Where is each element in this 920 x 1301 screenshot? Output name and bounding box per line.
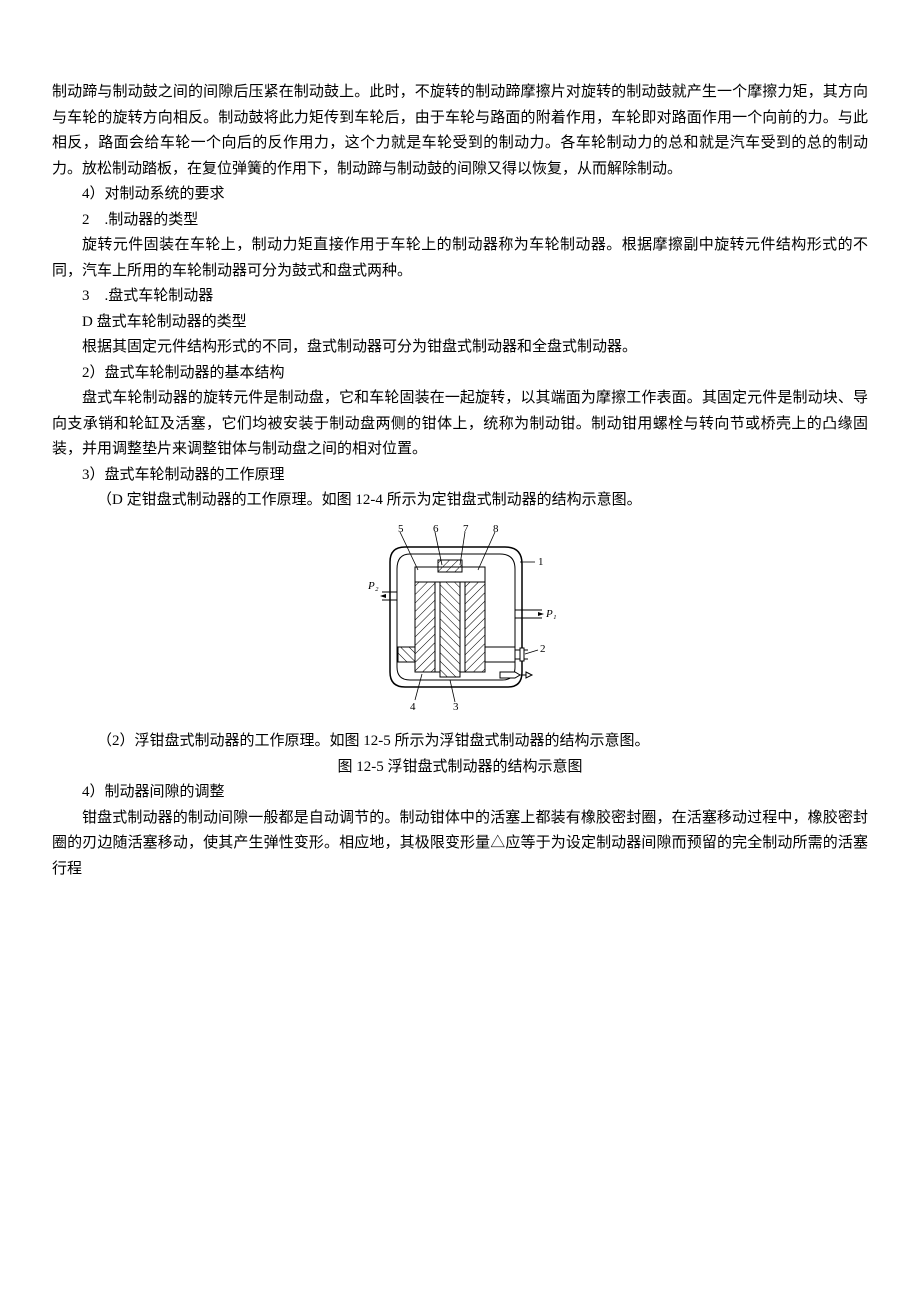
fig-label-p2: P₂ [367, 580, 379, 592]
figure-12-4-diagram: 5 6 7 8 1 2 3 4 P₂ P₁ [360, 522, 560, 712]
paragraph-6-floating-caliper: （2）浮钳盘式制动器的工作原理。如图 12-5 所示为浮钳盘式制动器的结构示意图… [52, 729, 868, 755]
figure-12-4-wrap: 5 6 7 8 1 2 3 4 P₂ P₁ [52, 522, 868, 722]
paragraph-7: 钳盘式制动器的制动间隙一般都是自动调节的。制动钳体中的活塞上都装有橡胶密封圈，在… [52, 806, 868, 883]
fig-label-8: 8 [493, 523, 499, 535]
fig-label-1: 1 [538, 556, 544, 568]
paragraph-1: 制动蹄与制动鼓之间的间隙后压紧在制动鼓上。此时，不旋转的制动蹄摩擦片对旋转的制动… [52, 80, 868, 182]
fig-label-6: 6 [433, 523, 439, 535]
fig-label-p1: P₁ [545, 608, 557, 620]
fig-label-3: 3 [453, 701, 459, 712]
fig-label-2: 2 [540, 643, 546, 655]
figure-12-5-caption: 图 12-5 浮钳盘式制动器的结构示意图 [52, 755, 868, 781]
fig-label-7: 7 [463, 523, 469, 535]
fig-label-5: 5 [398, 523, 404, 535]
fig-label-4: 4 [410, 701, 416, 712]
paragraph-3: 根据其固定元件结构形式的不同，盘式制动器可分为钳盘式制动器和全盘式制动器。 [52, 335, 868, 361]
item-3-disc-brake: 3 .盘式车轮制动器 [52, 284, 868, 310]
item-4-requirements: 4）对制动系统的要求 [52, 182, 868, 208]
item-2-brake-types: 2 .制动器的类型 [52, 208, 868, 234]
paragraph-5-fixed-caliper: （D 定钳盘式制动器的工作原理。如图 12-4 所示为定钳盘式制动器的结构示意图… [52, 488, 868, 514]
item-3b-working-principle: 3）盘式车轮制动器的工作原理 [52, 463, 868, 489]
item-d-disc-types: D 盘式车轮制动器的类型 [52, 310, 868, 336]
paragraph-4: 盘式车轮制动器的旋转元件是制动盘，它和车轮固装在一起旋转，以其端面为摩擦工作表面… [52, 386, 868, 463]
item-2b-basic-structure: 2）盘式车轮制动器的基本结构 [52, 361, 868, 387]
paragraph-2: 旋转元件固装在车轮上，制动力矩直接作用于车轮上的制动器称为车轮制动器。根据摩擦副… [52, 233, 868, 284]
item-4b-gap-adjustment: 4）制动器间隙的调整 [52, 780, 868, 806]
